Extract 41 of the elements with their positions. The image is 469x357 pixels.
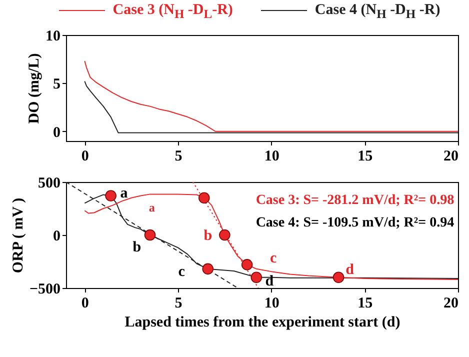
point	[332, 272, 344, 284]
x-tick-label: 10	[264, 148, 280, 164]
y-tick-label: 5	[53, 76, 60, 93]
annotation: Case 4: S= -109.5 mV/d; R²= 0.94	[256, 215, 454, 230]
x-axis-title: Lapsed times from the experiment start (d)	[124, 314, 400, 330]
line-series	[84, 60, 458, 132]
y-tick-label: 10	[46, 28, 60, 44]
x-tick-label: 15	[358, 296, 373, 312]
point	[219, 229, 230, 241]
y-axis-title: ORP ( mV )	[10, 198, 26, 274]
legend-label: Case 3 (N$_{H}$ -D$_{L}$-R)	[112, 2, 233, 22]
y-tick-label: 0	[53, 228, 60, 244]
point	[198, 192, 210, 204]
annotation: b	[204, 228, 212, 244]
annotation: a	[120, 186, 128, 202]
x-tick-label: 20	[444, 148, 458, 164]
annotation: b	[132, 240, 142, 256]
x-tick-label: 20	[444, 296, 458, 312]
annotation: c	[270, 250, 278, 266]
point	[144, 229, 156, 241]
annotation: c	[178, 264, 186, 280]
x-tick-label: 5	[174, 296, 182, 312]
point	[250, 272, 262, 284]
legend-label: Case 4 (N$_{H}$ -D$_{H}$ -R)	[314, 2, 440, 22]
line-series	[84, 80, 458, 134]
point	[241, 259, 253, 270]
annotation: Case 3: S= -281.2 mV/d; R²= 0.98	[256, 193, 454, 208]
annotation: d	[346, 262, 355, 278]
annotation: d	[265, 274, 274, 290]
x-tick-label: 0	[81, 296, 89, 312]
y-tick-label: 0	[53, 124, 60, 141]
y-axis-title: DO (mg/L)	[26, 53, 42, 124]
x-tick-label: 5	[174, 148, 182, 164]
annotation: a	[148, 200, 155, 214]
y-tick-label: 500	[38, 176, 60, 192]
y-tick-label: −500	[29, 282, 60, 298]
x-tick-label: 15	[358, 148, 373, 164]
point	[105, 190, 116, 202]
x-tick-label: 10	[264, 296, 280, 312]
point	[202, 263, 214, 275]
x-tick-label: 0	[81, 148, 89, 164]
